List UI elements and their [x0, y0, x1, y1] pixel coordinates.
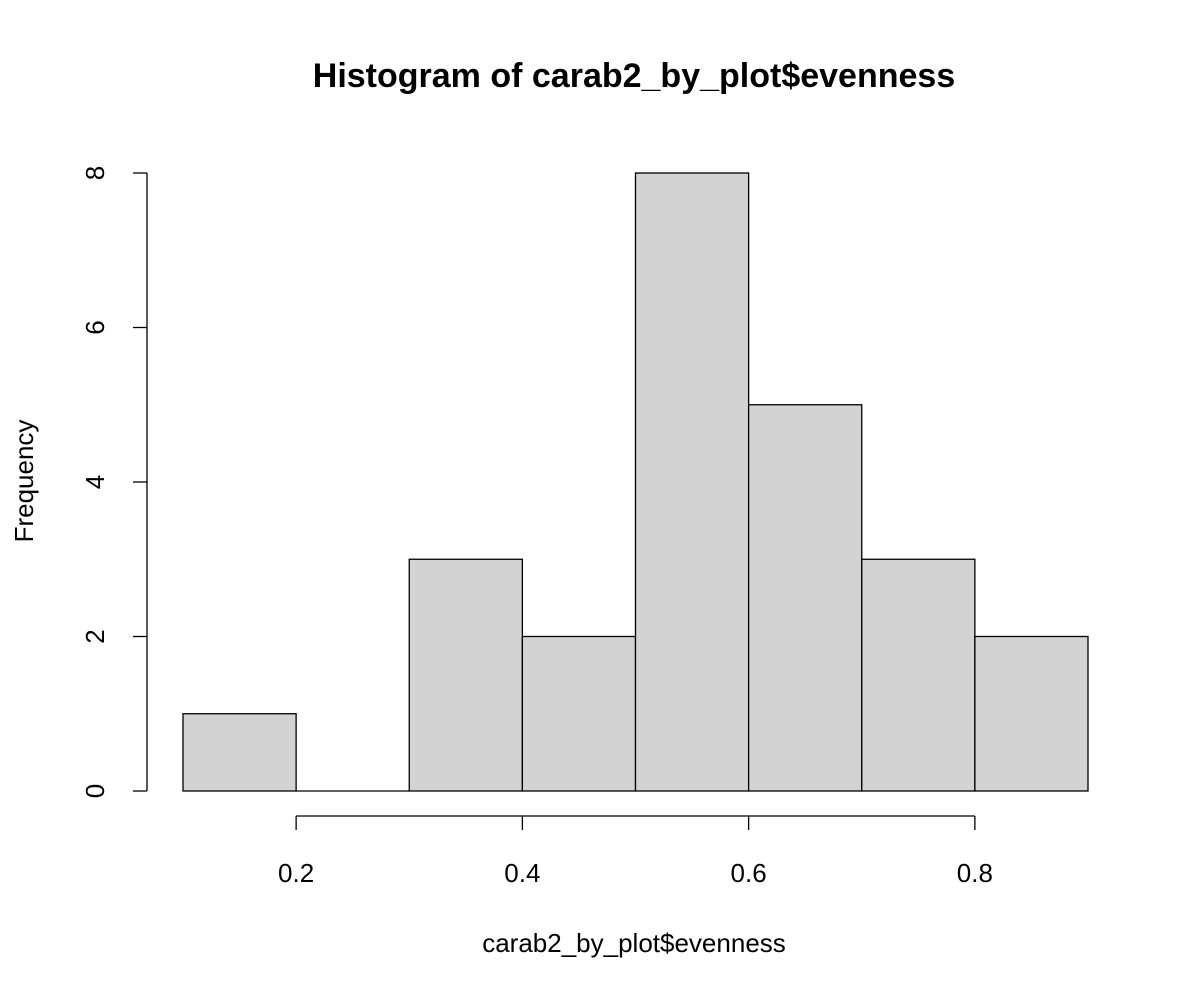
histogram-bar-1: [182, 713, 297, 792]
histogram-bar-7: [861, 558, 976, 792]
y-tick-label: 4: [80, 475, 110, 489]
chart-title: Histogram of carab2_by_plot$evenness: [313, 57, 955, 95]
histogram-bar-5: [634, 172, 750, 792]
y-tick-label: 0: [80, 784, 110, 798]
x-axis: 0.2 0.4 0.6 0.8: [278, 815, 993, 888]
y-tick-label: 6: [80, 320, 110, 334]
x-axis-title: carab2_by_plot$evenness: [482, 928, 786, 958]
y-axis: 0 2 4 6 8: [80, 166, 148, 798]
histogram-bar-8: [974, 635, 1089, 792]
y-tick-label: 8: [80, 166, 110, 180]
histogram-bar-4: [521, 635, 637, 792]
x-tick-label: 0.4: [504, 858, 540, 888]
y-axis-title: Frequency: [9, 420, 39, 543]
x-tick-label: 0.6: [731, 858, 767, 888]
histogram-bar-6: [747, 404, 863, 792]
histogram-bar-3: [408, 558, 524, 792]
x-tick-label: 0.8: [957, 858, 993, 888]
y-tick-label: 2: [80, 629, 110, 643]
bars-group: [182, 172, 1089, 792]
x-tick-label: 0.2: [278, 858, 314, 888]
